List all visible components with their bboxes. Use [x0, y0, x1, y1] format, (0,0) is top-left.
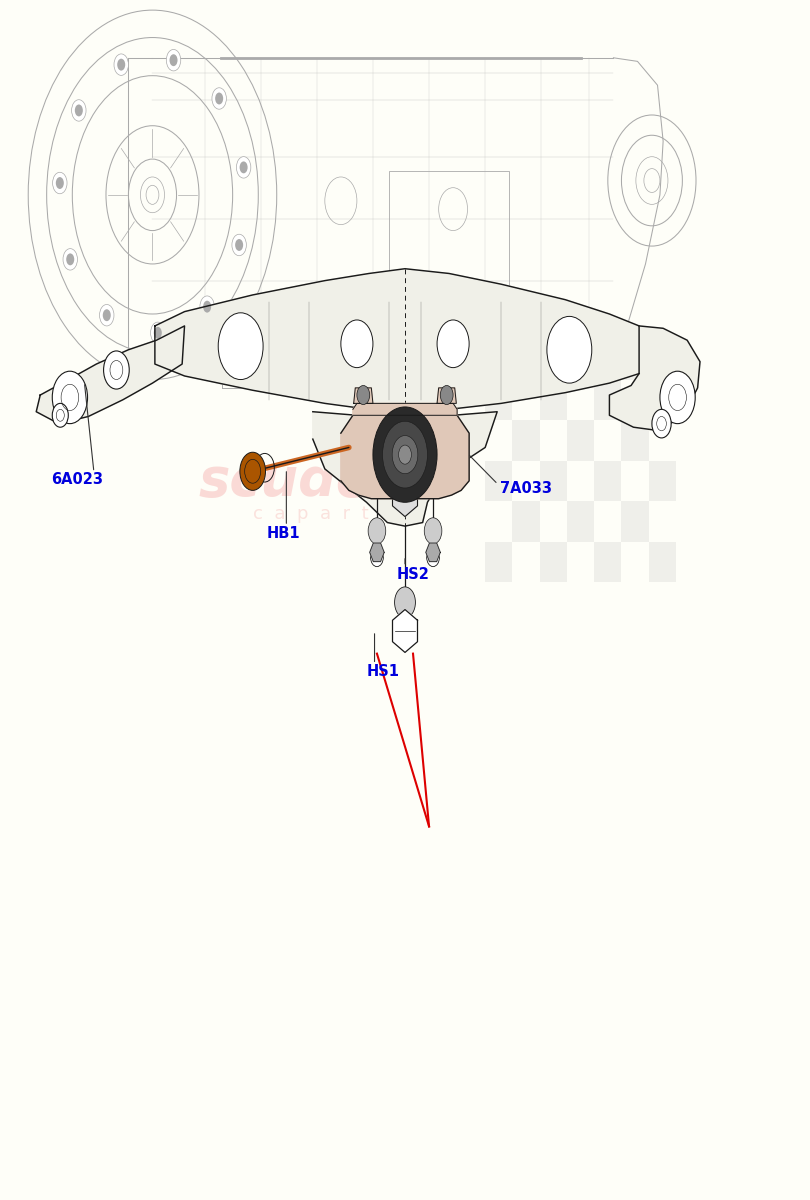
- Polygon shape: [353, 403, 457, 415]
- Circle shape: [53, 371, 87, 424]
- Circle shape: [215, 92, 224, 104]
- Circle shape: [441, 385, 453, 404]
- Circle shape: [114, 54, 129, 76]
- Bar: [567, 420, 595, 461]
- Circle shape: [166, 49, 181, 71]
- Circle shape: [63, 248, 78, 270]
- Text: HS1: HS1: [366, 665, 399, 679]
- Circle shape: [427, 547, 440, 566]
- Circle shape: [104, 350, 130, 389]
- Bar: [539, 461, 567, 502]
- Circle shape: [212, 88, 226, 109]
- Circle shape: [357, 385, 369, 404]
- Bar: [595, 379, 621, 420]
- Circle shape: [370, 547, 383, 566]
- Polygon shape: [426, 544, 441, 562]
- Circle shape: [240, 162, 248, 173]
- Bar: [621, 340, 649, 379]
- Text: HS2: HS2: [397, 566, 430, 582]
- Circle shape: [424, 517, 442, 544]
- Bar: [485, 461, 513, 502]
- Bar: [567, 340, 595, 379]
- Bar: [595, 541, 621, 582]
- Bar: [485, 379, 513, 420]
- Text: 7A033: 7A033: [500, 481, 552, 496]
- Circle shape: [103, 310, 111, 322]
- Circle shape: [392, 436, 418, 474]
- Bar: [649, 461, 676, 502]
- Circle shape: [237, 157, 251, 178]
- Circle shape: [660, 371, 695, 424]
- Polygon shape: [36, 326, 185, 424]
- Circle shape: [154, 326, 162, 338]
- Circle shape: [53, 403, 68, 427]
- Polygon shape: [313, 412, 497, 526]
- Circle shape: [203, 301, 211, 313]
- Circle shape: [382, 421, 428, 488]
- Circle shape: [56, 178, 64, 188]
- Circle shape: [218, 313, 263, 379]
- Polygon shape: [393, 474, 417, 516]
- Polygon shape: [437, 388, 456, 403]
- Circle shape: [399, 445, 411, 464]
- Circle shape: [53, 173, 67, 193]
- Text: HB1: HB1: [267, 526, 301, 541]
- Polygon shape: [609, 326, 700, 431]
- Bar: [485, 541, 513, 582]
- Circle shape: [235, 239, 243, 251]
- Polygon shape: [354, 388, 373, 403]
- Circle shape: [75, 104, 83, 116]
- Circle shape: [352, 426, 381, 469]
- Bar: [621, 502, 649, 541]
- Circle shape: [368, 517, 386, 544]
- Circle shape: [100, 305, 114, 326]
- Circle shape: [232, 234, 246, 256]
- Bar: [649, 379, 676, 420]
- Bar: [513, 502, 539, 541]
- Bar: [649, 541, 676, 582]
- Circle shape: [200, 296, 215, 317]
- Polygon shape: [155, 269, 639, 412]
- Circle shape: [151, 322, 165, 343]
- Circle shape: [66, 253, 75, 265]
- Circle shape: [394, 587, 416, 618]
- Circle shape: [547, 317, 592, 383]
- Polygon shape: [369, 544, 384, 562]
- Circle shape: [71, 100, 86, 121]
- Bar: [539, 379, 567, 420]
- Circle shape: [652, 409, 671, 438]
- Polygon shape: [393, 610, 417, 653]
- Circle shape: [117, 59, 126, 71]
- Bar: [389, 172, 509, 314]
- Circle shape: [240, 452, 266, 491]
- Text: scuderia: scuderia: [198, 455, 451, 506]
- Circle shape: [429, 426, 458, 469]
- Circle shape: [169, 54, 177, 66]
- Bar: [567, 502, 595, 541]
- Bar: [595, 461, 621, 502]
- Bar: [539, 541, 567, 582]
- Bar: [621, 420, 649, 461]
- Circle shape: [437, 320, 469, 367]
- Polygon shape: [341, 409, 469, 499]
- Bar: [513, 340, 539, 379]
- Bar: [513, 420, 539, 461]
- Text: 6A023: 6A023: [51, 473, 103, 487]
- Circle shape: [393, 463, 417, 499]
- Circle shape: [373, 407, 437, 503]
- Text: c  a  p  a  r  t  s: c a p a r t s: [253, 505, 389, 523]
- Circle shape: [341, 320, 373, 367]
